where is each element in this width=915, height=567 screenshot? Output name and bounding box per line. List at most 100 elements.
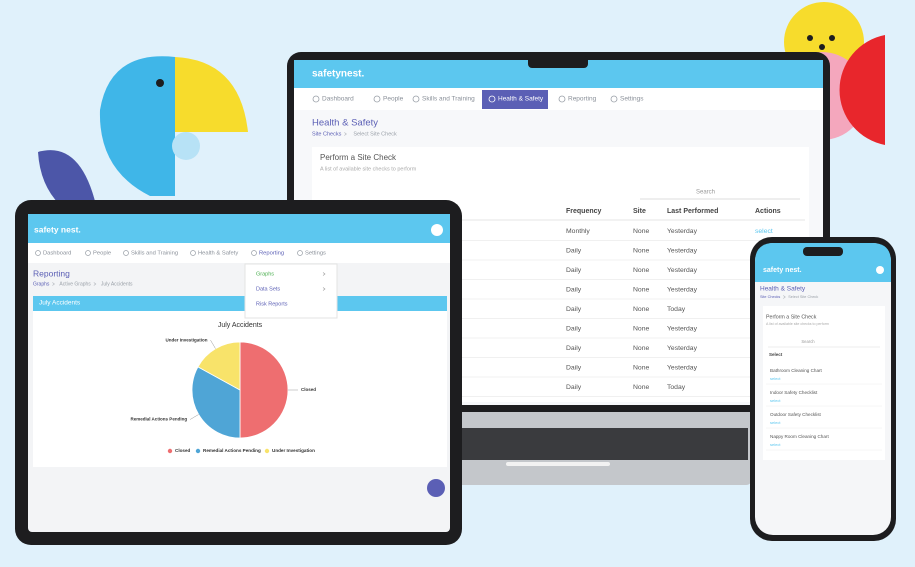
- label-leader: [210, 339, 216, 349]
- table-cell: Daily: [566, 384, 582, 391]
- phone-content: safety nest. Health & Safety Site Checks Se…: [760, 267, 882, 451]
- nav-item[interactable]: Dashboard: [322, 96, 354, 103]
- item-action[interactable]: select: [770, 420, 781, 425]
- slice-label: Remedial Actions Pending: [130, 417, 187, 422]
- nav-active: [482, 90, 548, 109]
- nav-item[interactable]: Reporting: [259, 251, 284, 257]
- tablet-header: [28, 214, 450, 243]
- tablet-menu-icon[interactable]: [431, 224, 443, 236]
- legend-swatch: [167, 448, 173, 454]
- logo: safety nest.: [763, 267, 802, 274]
- table-cell: Daily: [566, 286, 582, 293]
- nav-icon: [373, 95, 381, 103]
- item-action[interactable]: select: [770, 442, 781, 447]
- bird-beak: [175, 57, 248, 132]
- column-header: Actions: [755, 208, 781, 215]
- breadcrumb: Select Site Check: [353, 131, 397, 137]
- tablet-dropdown: [244, 263, 338, 319]
- table-cell: Daily: [566, 345, 582, 352]
- dropdown-chevron: [322, 272, 326, 276]
- phone-menu-icon[interactable]: [876, 266, 884, 274]
- nav-item[interactable]: Health & Safety: [498, 96, 544, 103]
- card-subtitle: A list of available site checks to perfo…: [766, 322, 829, 326]
- table-cell: Daily: [566, 325, 582, 332]
- table-cell: None: [633, 306, 649, 313]
- nav-item[interactable]: People: [383, 96, 404, 103]
- column-header: Frequency: [566, 208, 602, 215]
- bird-eye: [807, 35, 813, 41]
- column-header: Last Performed: [667, 208, 718, 215]
- legend-label: Under Investigation: [272, 448, 315, 453]
- laptop-trackpad: [506, 462, 610, 466]
- laptop-nav: [294, 88, 823, 110]
- card-title: Perform a Site Check: [320, 153, 397, 162]
- dropdown-item[interactable]: Risk Reports: [256, 301, 288, 307]
- nav-item[interactable]: Reporting: [568, 96, 597, 103]
- table-cell: None: [633, 345, 649, 352]
- table-cell: Daily: [566, 364, 582, 371]
- logo: safetynest.: [312, 69, 364, 80]
- slice-label: Closed: [301, 387, 316, 392]
- bird-eye: [156, 79, 164, 87]
- bird-eye: [829, 35, 835, 41]
- dropdown-chevron: [322, 287, 326, 291]
- tablet-nav: [28, 243, 450, 263]
- tablet-fab[interactable]: [427, 479, 445, 497]
- table-cell: Monthly: [566, 228, 590, 235]
- legend-label: Closed: [175, 448, 191, 453]
- pie-slice: [197, 341, 241, 391]
- table-cell: Yesterday: [667, 267, 698, 274]
- table-cell: Daily: [566, 247, 582, 254]
- item-name: Nappy Room Cleaning Chart: [770, 434, 829, 439]
- table-cell: Daily: [566, 267, 582, 274]
- nav-icon: [488, 95, 496, 103]
- table-cell: Yesterday: [667, 345, 698, 352]
- breadcrumb-chevron: [52, 282, 55, 286]
- table-cell: Today: [667, 384, 686, 391]
- logo: safety nest.: [34, 224, 81, 234]
- table-cell: Yesterday: [667, 364, 698, 371]
- column-header: Site: [633, 208, 646, 215]
- nav-icon: [558, 95, 566, 103]
- breadcrumb: Select Site Check: [788, 295, 818, 299]
- nav-icon: [35, 250, 41, 256]
- item-action[interactable]: select: [770, 398, 781, 403]
- table-cell: None: [633, 364, 649, 371]
- item-action[interactable]: select: [770, 376, 781, 381]
- nav-item[interactable]: Settings: [620, 96, 644, 103]
- phone-card: [763, 306, 885, 460]
- nav-icon: [312, 95, 320, 103]
- breadcrumb[interactable]: Site Checks: [312, 131, 342, 137]
- page-title: Health & Safety: [760, 286, 806, 293]
- table-cell: Daily: [566, 306, 582, 313]
- chart-title: July Accidents: [218, 322, 263, 329]
- nav-item[interactable]: People: [93, 251, 111, 257]
- nav-item[interactable]: Skills and Training: [131, 251, 178, 257]
- nav-icon: [190, 250, 196, 256]
- breadcrumb[interactable]: Active Graphs: [59, 281, 91, 287]
- nav-item[interactable]: Health & Safety: [198, 251, 238, 257]
- dropdown-item[interactable]: Data Sets: [256, 286, 280, 292]
- search-label: Search: [801, 339, 815, 344]
- dropdown-item[interactable]: Graphs: [256, 271, 274, 277]
- nav-item[interactable]: Settings: [305, 251, 326, 257]
- table-cell: None: [633, 228, 649, 235]
- phone-header: [755, 243, 891, 282]
- row-action[interactable]: select: [755, 228, 773, 235]
- bird-wing: [839, 35, 885, 145]
- nav-item[interactable]: Skills and Training: [422, 96, 475, 103]
- card-subtitle: A list of available site checks to perfo…: [320, 166, 417, 172]
- breadcrumb: July Accidents: [101, 281, 133, 287]
- bird-cheek: [172, 132, 200, 160]
- breadcrumb[interactable]: Site Checks: [760, 295, 780, 299]
- tablet-dropdown-content: Graphs Data Sets Risk Reports: [256, 271, 326, 307]
- pie-slice: [239, 341, 289, 439]
- table-cell: Yesterday: [667, 228, 698, 235]
- breadcrumb[interactable]: Graphs: [33, 281, 50, 287]
- bird-leaf: [38, 150, 96, 205]
- item-name: Indoor Safety Checklist: [770, 390, 818, 395]
- nav-item[interactable]: Dashboard: [43, 251, 71, 257]
- card-title: Perform a Site Check: [766, 314, 817, 320]
